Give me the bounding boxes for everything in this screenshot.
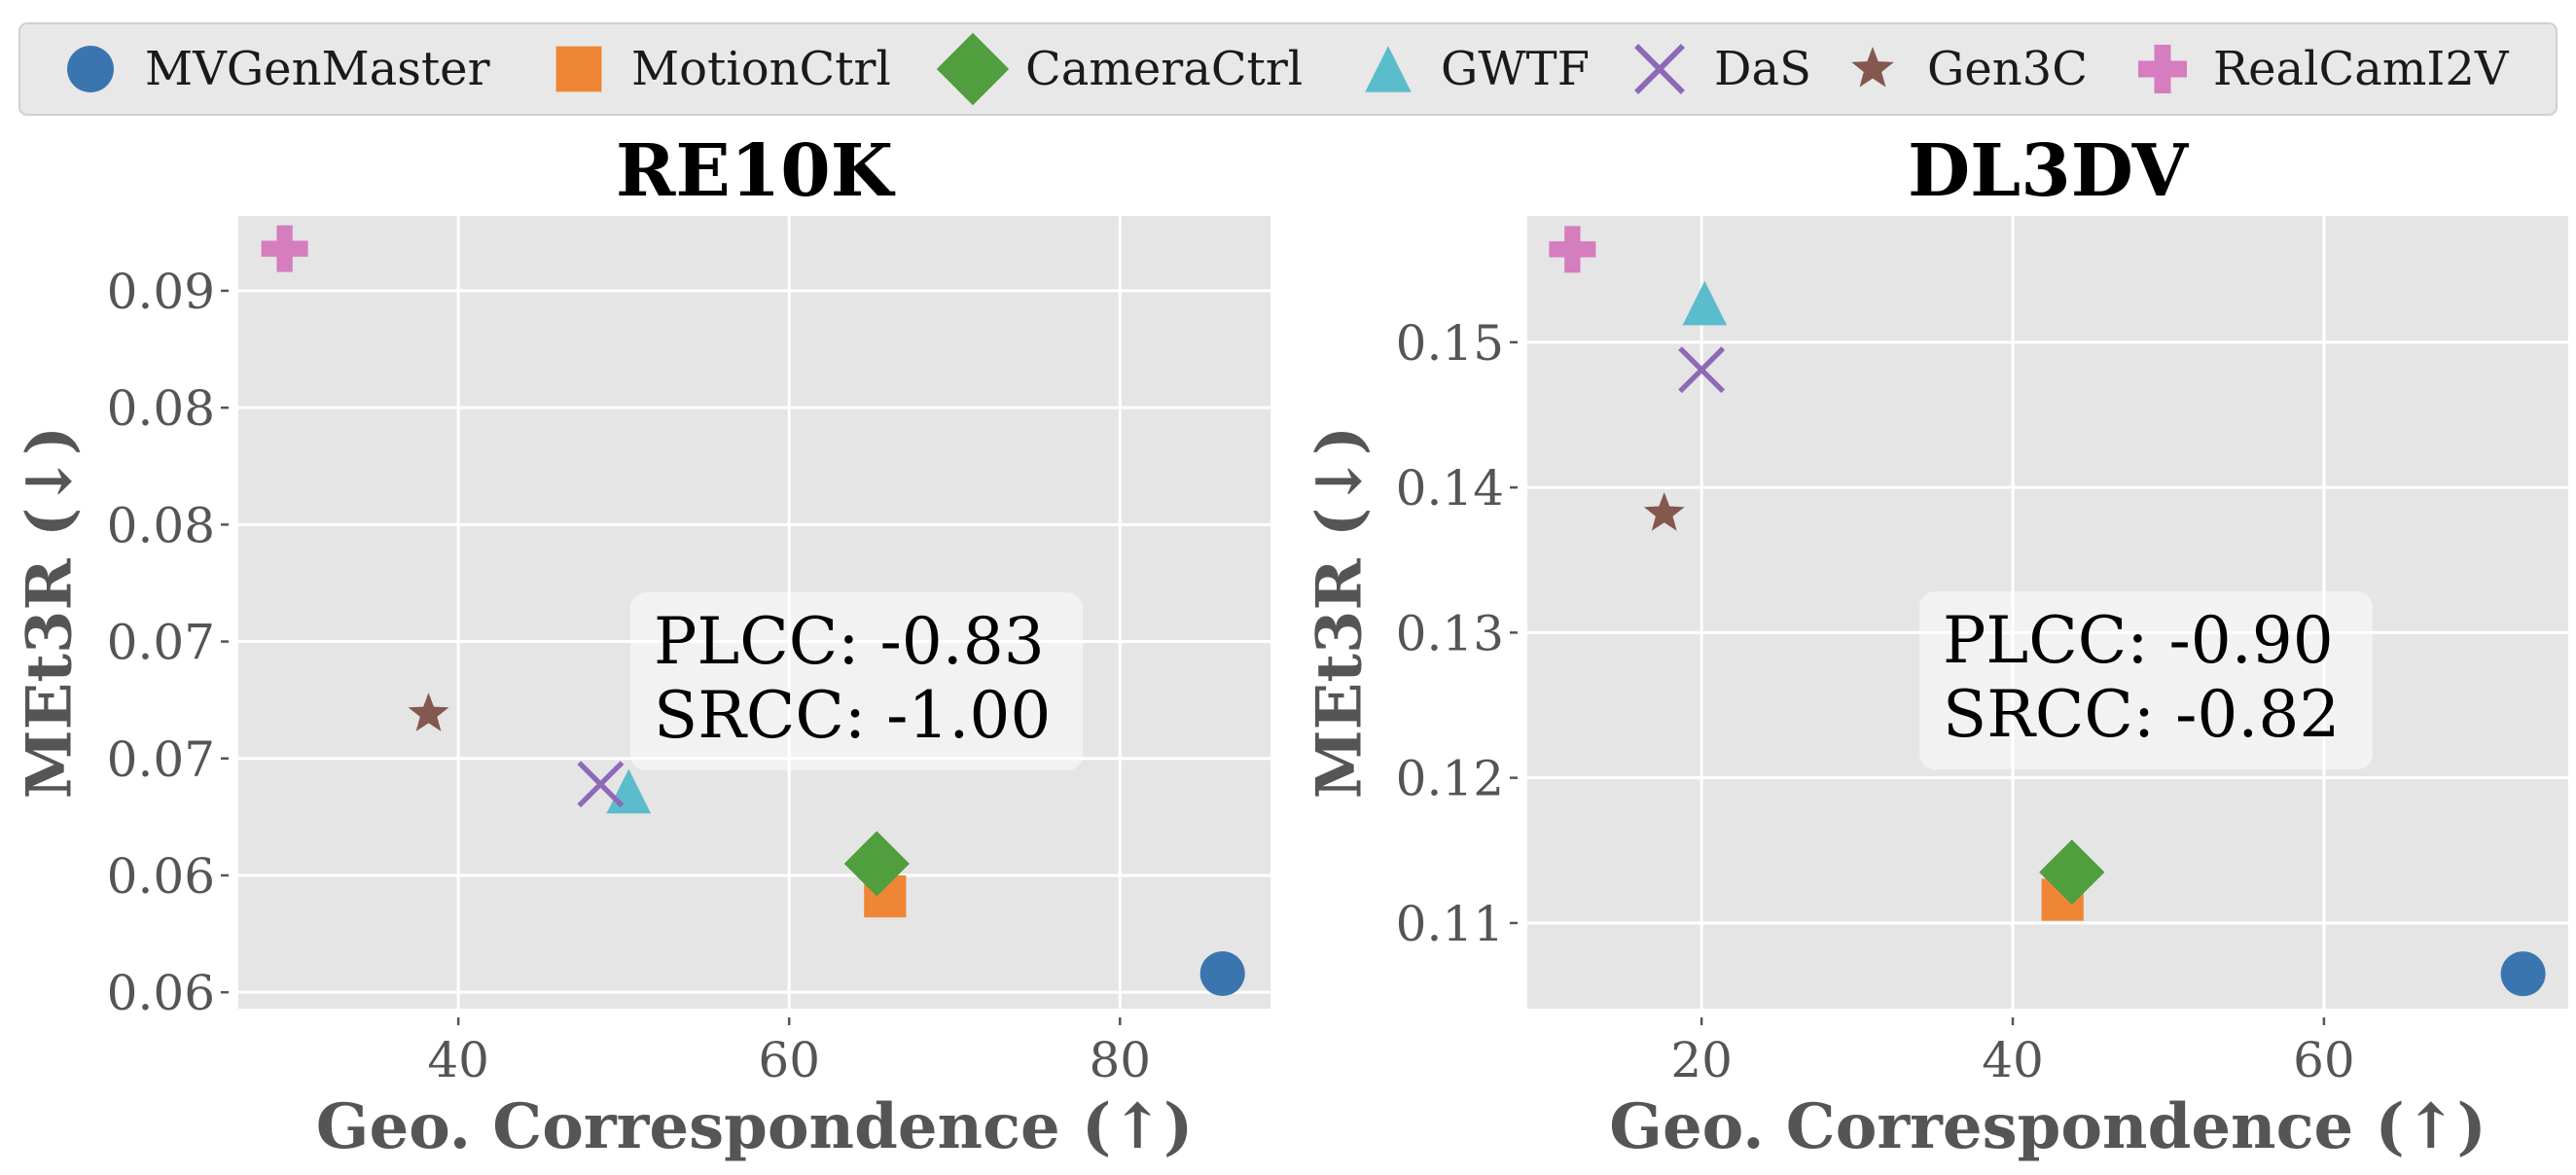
legend-label: GWTF (1441, 42, 1590, 96)
point-realcami2v (1549, 226, 1596, 273)
diamond-marker-icon (936, 32, 1010, 106)
x-tick-label: 80 (1089, 1032, 1151, 1088)
star-marker-icon (1851, 47, 1894, 88)
srcc-text: SRCC: -1.00 (654, 678, 1051, 753)
point-cameractrl (2039, 839, 2105, 906)
legend-item-gen3c: Gen3C (1851, 42, 2088, 96)
point-gen3c (1643, 491, 1685, 531)
panel-dl3dv: 20 40 60 0.11 0.12 0.13 0.14 0.15 PLCC: -0.90SRC… (1304, 129, 2568, 1163)
y-tick-label: 0.11 (1396, 896, 1504, 952)
annotation-box (630, 592, 1083, 770)
legend-label: CameraCtrl (1025, 42, 1303, 96)
y-tick-label: 0.07 (107, 731, 215, 788)
legend-label: MotionCtrl (631, 42, 891, 96)
y-tick-label: 0.09 (107, 264, 215, 320)
x-axis-label: Geo. Correspondence (↑) (1609, 1090, 2486, 1163)
panel-title: DL3DV (1908, 129, 2190, 213)
y-tick-label: 0.07 (107, 615, 215, 671)
x-tick-label: 60 (2293, 1032, 2355, 1088)
legend: MVGenMaster MotionCtrl CameraCtrl GWTF DaS Ge… (18, 22, 2558, 116)
legend-item-cameractrl: CameraCtrl (936, 32, 1303, 106)
legend-item-das: DaS (1634, 42, 1811, 96)
y-tick-label: 0.14 (1396, 460, 1504, 516)
annotation-box (1919, 591, 2373, 769)
square-marker-icon (555, 46, 602, 92)
y-tick-label: 0.13 (1396, 605, 1504, 661)
legend-item-gwtf: GWTF (1365, 42, 1590, 96)
legend-item-mvgenmaster: MVGenMaster (67, 42, 490, 96)
x-tick-label: 40 (1982, 1032, 2044, 1088)
circle-marker-icon (67, 46, 114, 92)
y-tick-label: 0.08 (107, 380, 215, 437)
legend-label: MVGenMaster (145, 42, 490, 96)
x-tick-label: 20 (1670, 1032, 1733, 1088)
y-tick-label: 0.15 (1396, 315, 1504, 372)
x-tick-label: 60 (758, 1032, 820, 1088)
y-tick-label: 0.12 (1396, 751, 1504, 807)
point-realcami2v (261, 225, 308, 272)
y-tick-label: 0.08 (107, 497, 215, 553)
legend-box (18, 22, 2558, 116)
panel-title: RE10K (616, 129, 896, 213)
point-das (1678, 346, 1726, 394)
plcc-text: PLCC: -0.90 (1943, 603, 2334, 678)
legend-item-realcami2v: RealCamI2V (2138, 42, 2510, 96)
legend-item-motionctrl: MotionCtrl (555, 42, 891, 96)
x-axis-label: Geo. Correspondence (↑) (316, 1090, 1193, 1163)
plcc-text: PLCC: -0.83 (654, 604, 1045, 679)
point-gwtf (1682, 280, 1728, 326)
triangle-up-marker-icon (1365, 46, 1412, 92)
legend-label: Gen3C (1927, 42, 2088, 96)
plus-marker-icon (2138, 45, 2187, 93)
x-tick-label: 40 (427, 1032, 489, 1088)
point-mvgenmaster (1199, 950, 1245, 996)
y-axis-label: MEt3R (↓) (14, 426, 87, 799)
point-gen3c (408, 693, 449, 731)
x-marker-icon (1634, 44, 1685, 94)
point-cameractrl (843, 831, 910, 897)
y-tick-label: 0.06 (107, 965, 215, 1021)
panel-re10k: 40 60 80 0.06 0.06 0.07 0.07 0.08 0.08 0.09 PLCC: … (14, 129, 1270, 1163)
y-tick-label: 0.06 (107, 848, 215, 905)
y-axis-label: MEt3R (↓) (1304, 426, 1377, 799)
point-das (577, 761, 625, 808)
legend-label: DaS (1714, 42, 1811, 96)
point-mvgenmaster (2500, 951, 2546, 997)
srcc-text: SRCC: -0.82 (1943, 677, 2340, 752)
legend-label: RealCamI2V (2213, 42, 2510, 96)
